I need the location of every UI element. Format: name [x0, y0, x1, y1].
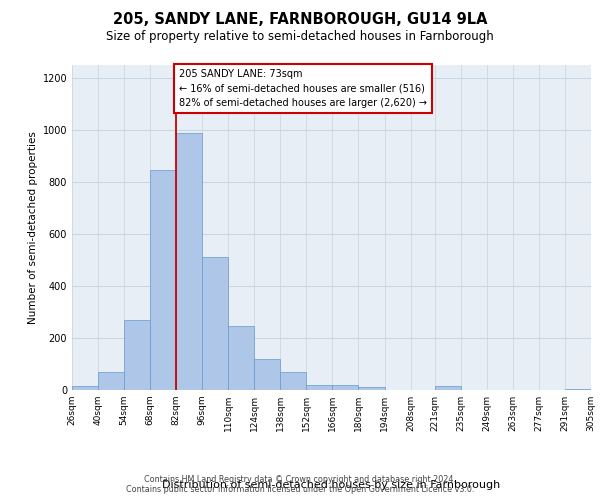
Text: Contains public sector information licensed under the Open Government Licence v3: Contains public sector information licen… [126, 484, 474, 494]
Bar [176, 132, 202, 390]
Text: 205, SANDY LANE, FARNBOROUGH, GU14 9LA: 205, SANDY LANE, FARNBOROUGH, GU14 9LA [113, 12, 487, 28]
Text: Contains HM Land Registry data © Crown copyright and database right 2024.: Contains HM Land Registry data © Crown c… [144, 474, 456, 484]
Bar [565, 388, 591, 390]
Bar [98, 372, 124, 390]
Bar [435, 386, 461, 390]
Bar [280, 372, 307, 390]
Bar [332, 386, 358, 390]
Bar [124, 320, 150, 390]
Bar [254, 359, 280, 390]
Text: Size of property relative to semi-detached houses in Farnborough: Size of property relative to semi-detach… [106, 30, 494, 43]
Text: 205 SANDY LANE: 73sqm
← 16% of semi-detached houses are smaller (516)
82% of sem: 205 SANDY LANE: 73sqm ← 16% of semi-deta… [179, 69, 427, 108]
Bar [358, 388, 385, 390]
X-axis label: Distribution of semi-detached houses by size in Farnborough: Distribution of semi-detached houses by … [163, 480, 500, 490]
Bar [72, 386, 98, 390]
Bar [228, 326, 254, 390]
Bar [150, 170, 176, 390]
Bar [202, 258, 228, 390]
Bar [307, 386, 332, 390]
Y-axis label: Number of semi-detached properties: Number of semi-detached properties [28, 131, 38, 324]
